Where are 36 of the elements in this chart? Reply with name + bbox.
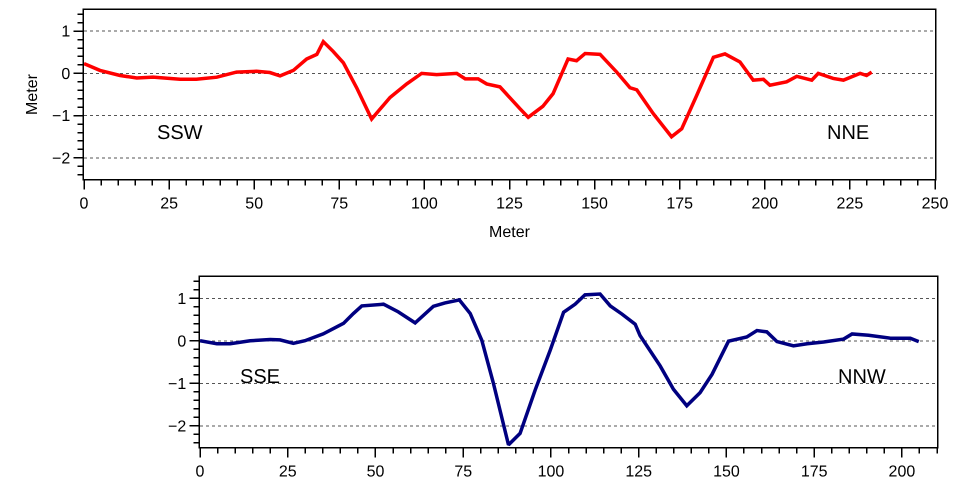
y-tick-label: −1 bbox=[52, 108, 70, 126]
x-tick-label: 175 bbox=[666, 196, 694, 213]
x-tick-label: 250 bbox=[922, 196, 948, 213]
annotation: SSW bbox=[157, 122, 203, 144]
y-tick-label: 0 bbox=[177, 333, 186, 350]
x-tick-label: 50 bbox=[245, 196, 264, 213]
x-tick-label: 25 bbox=[278, 464, 297, 481]
y-tick-label: 0 bbox=[61, 66, 70, 83]
annotation: NNW bbox=[838, 366, 886, 388]
x-tick-label: 100 bbox=[538, 464, 564, 481]
x-axis-title: Meter bbox=[489, 224, 531, 242]
x-tick-label: 25 bbox=[160, 196, 178, 213]
x-tick-label: 125 bbox=[625, 464, 652, 481]
x-tick-label: 125 bbox=[496, 196, 523, 213]
x-tick-label: 225 bbox=[836, 196, 864, 213]
x-tick-label: 50 bbox=[366, 464, 384, 481]
y-tick-label: 1 bbox=[177, 290, 186, 308]
line-series bbox=[200, 292, 920, 447]
x-tick-label: 175 bbox=[800, 464, 828, 481]
annotation: NNE bbox=[827, 122, 870, 144]
x-tick-label: 75 bbox=[330, 196, 348, 213]
y-tick-label: −1 bbox=[168, 376, 186, 393]
x-tick-label: 150 bbox=[713, 464, 740, 481]
y-axis-title: Meter bbox=[24, 73, 42, 115]
x-tick-label: 0 bbox=[80, 196, 89, 213]
x-tick-label: 200 bbox=[751, 196, 778, 213]
annotation: SSE bbox=[240, 366, 280, 388]
x-tick-label: 200 bbox=[888, 464, 916, 481]
x-tick-label: 100 bbox=[411, 196, 438, 213]
y-tick-label: 1 bbox=[61, 24, 70, 41]
y-tick-label: −2 bbox=[168, 418, 186, 436]
x-tick-label: 0 bbox=[196, 464, 205, 481]
x-tick-label: 75 bbox=[454, 464, 472, 481]
x-tick-label: 150 bbox=[581, 196, 608, 213]
y-tick-label: −2 bbox=[52, 150, 70, 168]
line-series bbox=[84, 40, 874, 138]
